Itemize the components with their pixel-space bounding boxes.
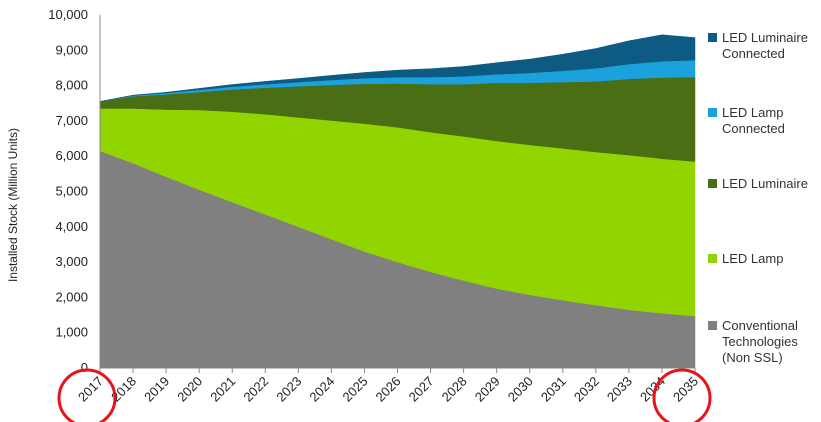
legend-label: Connected	[722, 46, 785, 61]
y-tick-label: 3,000	[55, 254, 88, 269]
highlight-circles	[57, 368, 712, 422]
y-axis-ticks: 0 1,000 2,000 3,000 4,000 5,000 6,000 7,000 8,00…	[48, 7, 88, 375]
legend-label: LED Lamp	[722, 251, 783, 266]
legend-label: Connected	[722, 121, 785, 136]
y-axis-title: Installed Stock (Million Units)	[6, 128, 20, 282]
legend-label: Conventional	[722, 318, 798, 333]
legend-swatch	[708, 108, 717, 117]
legend-label: LED Lamp	[722, 105, 783, 120]
legend-swatch	[708, 254, 717, 263]
x-tick-label: 2027	[406, 374, 437, 405]
legend-swatch	[708, 33, 717, 42]
y-tick-label: 8,000	[55, 78, 88, 93]
x-tick-label: 2028	[439, 374, 470, 405]
x-tick-label: 2031	[538, 374, 569, 405]
highlight-circle	[652, 368, 712, 422]
legend-label: LED Luminaire	[722, 30, 808, 45]
y-tick-label: 10,000	[48, 7, 88, 22]
legend-label: LED Luminaire	[722, 176, 808, 191]
x-tick-label: 2021	[207, 374, 238, 405]
x-tick-label: 2017	[75, 374, 106, 405]
x-tick-label: 2033	[604, 374, 635, 405]
x-tick-label: 2024	[306, 374, 337, 405]
x-tick-label: 2026	[373, 374, 404, 405]
legend-swatch	[708, 179, 717, 188]
x-tick-label: 2035	[670, 374, 701, 405]
plot-areas	[99, 34, 696, 369]
y-tick-label: 4,000	[55, 219, 88, 234]
legend-swatch	[708, 321, 717, 330]
x-tick-label: 2029	[472, 374, 503, 405]
x-tick-label: 2020	[174, 374, 205, 405]
area-series-4	[99, 34, 696, 102]
x-tick-label: 2032	[571, 374, 602, 405]
x-tick-label: 2025	[340, 374, 371, 405]
x-tick-label: 2023	[273, 374, 304, 405]
y-tick-label: 5,000	[55, 184, 88, 199]
highlight-circle	[57, 368, 117, 422]
x-axis-ticks: 2017 2018 2019 2020 2021 2022 2023 2024 2025 2026…	[75, 368, 701, 405]
y-tick-label: 1,000	[55, 325, 88, 340]
x-tick-label: 2030	[505, 374, 536, 405]
x-tick-label: 2022	[240, 374, 271, 405]
y-tick-label: 2,000	[55, 289, 88, 304]
legend-label: Technologies	[722, 334, 798, 349]
y-tick-label: 9,000	[55, 42, 88, 57]
y-tick-label: 7,000	[55, 113, 88, 128]
y-tick-label: 0	[81, 360, 88, 375]
y-tick-label: 6,000	[55, 148, 88, 163]
x-tick-label: 2019	[141, 374, 172, 405]
legend-label: (Non SSL)	[722, 350, 783, 365]
